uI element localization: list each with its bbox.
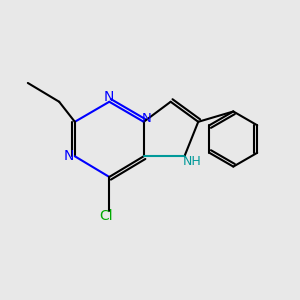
Text: N: N [63,149,74,163]
Text: NH: NH [183,155,201,168]
Text: N: N [142,112,152,125]
Text: Cl: Cl [99,209,113,224]
Text: N: N [104,90,115,104]
